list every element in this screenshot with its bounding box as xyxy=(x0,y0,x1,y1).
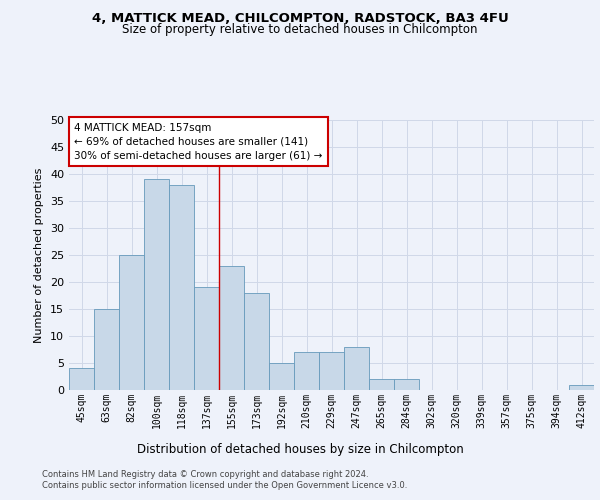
Bar xyxy=(369,379,394,390)
Text: 4 MATTICK MEAD: 157sqm
← 69% of detached houses are smaller (141)
30% of semi-de: 4 MATTICK MEAD: 157sqm ← 69% of detached… xyxy=(74,122,323,160)
Bar xyxy=(344,347,369,390)
Bar xyxy=(569,384,594,390)
Bar xyxy=(244,293,269,390)
Bar xyxy=(119,255,144,390)
Bar xyxy=(294,352,319,390)
Text: Contains public sector information licensed under the Open Government Licence v3: Contains public sector information licen… xyxy=(42,481,407,490)
Bar xyxy=(169,185,194,390)
Bar xyxy=(394,379,419,390)
Text: Size of property relative to detached houses in Chilcompton: Size of property relative to detached ho… xyxy=(122,22,478,36)
Text: Contains HM Land Registry data © Crown copyright and database right 2024.: Contains HM Land Registry data © Crown c… xyxy=(42,470,368,479)
Bar xyxy=(94,309,119,390)
Bar xyxy=(194,288,219,390)
Bar xyxy=(319,352,344,390)
Bar xyxy=(219,266,244,390)
Bar xyxy=(144,180,169,390)
Bar xyxy=(69,368,94,390)
Text: 4, MATTICK MEAD, CHILCOMPTON, RADSTOCK, BA3 4FU: 4, MATTICK MEAD, CHILCOMPTON, RADSTOCK, … xyxy=(92,12,508,26)
Text: Distribution of detached houses by size in Chilcompton: Distribution of detached houses by size … xyxy=(137,442,463,456)
Y-axis label: Number of detached properties: Number of detached properties xyxy=(34,168,44,342)
Bar xyxy=(269,363,294,390)
